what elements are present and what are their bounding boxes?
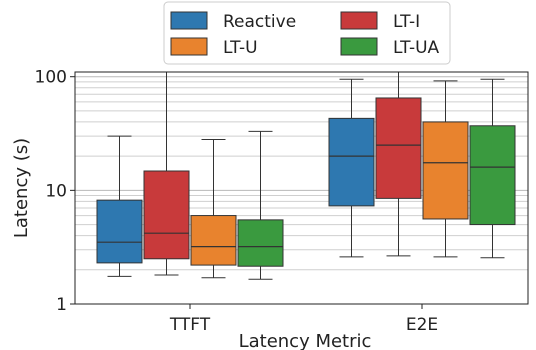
box-iqr (237, 219, 284, 267)
box-iqr (422, 121, 469, 220)
y-tick-label: 100 (35, 68, 67, 88)
box-iqr (375, 97, 422, 199)
box-reactive-e2e (328, 78, 375, 258)
box-plots (96, 71, 516, 280)
y-tick-label: 10 (45, 181, 67, 201)
legend-label: LT-U (223, 38, 258, 58)
legend-item-lt-ua: LT-UA (340, 37, 440, 58)
legend-item-lt-i: LT-I (340, 11, 420, 32)
legend-swatch (170, 11, 208, 30)
box-lt-u-e2e (422, 80, 469, 258)
box-iqr (96, 199, 143, 264)
box-lt-ua-ttft (237, 130, 284, 280)
legend-frame (163, 1, 451, 65)
box-reactive-ttft (96, 135, 143, 277)
legend: Reactive LT-I LT-U LT-UA (163, 1, 451, 65)
legend-swatch (340, 37, 378, 56)
y-axis-ticks: 1 10 100 (35, 68, 75, 315)
legend-label: LT-I (393, 12, 420, 32)
x-tick-label: TTFT (169, 315, 211, 335)
y-axis-label: Latency (s) (11, 138, 32, 238)
box-lt-i-ttft (143, 71, 190, 276)
legend-label: LT-UA (393, 38, 440, 58)
legend-label: Reactive (223, 12, 296, 32)
box-lt-ua-e2e (469, 78, 516, 259)
legend-item-lt-u: LT-U (170, 37, 258, 58)
box-lt-i-e2e (375, 71, 422, 257)
plot-frame (74, 71, 529, 305)
box-iqr (328, 117, 375, 207)
x-tick-label: E2E (406, 315, 438, 335)
x-axis-label: Latency Metric (239, 331, 372, 350)
legend-swatch (170, 37, 208, 56)
x-axis-ticks: TTFT E2E (169, 304, 438, 335)
box-lt-u-ttft (190, 139, 237, 279)
y-tick-label: 1 (56, 295, 67, 315)
box-iqr (143, 170, 190, 260)
box-iqr (190, 215, 237, 266)
legend-swatch (340, 11, 378, 30)
legend-item-reactive: Reactive (170, 11, 296, 32)
box-iqr (469, 125, 516, 226)
